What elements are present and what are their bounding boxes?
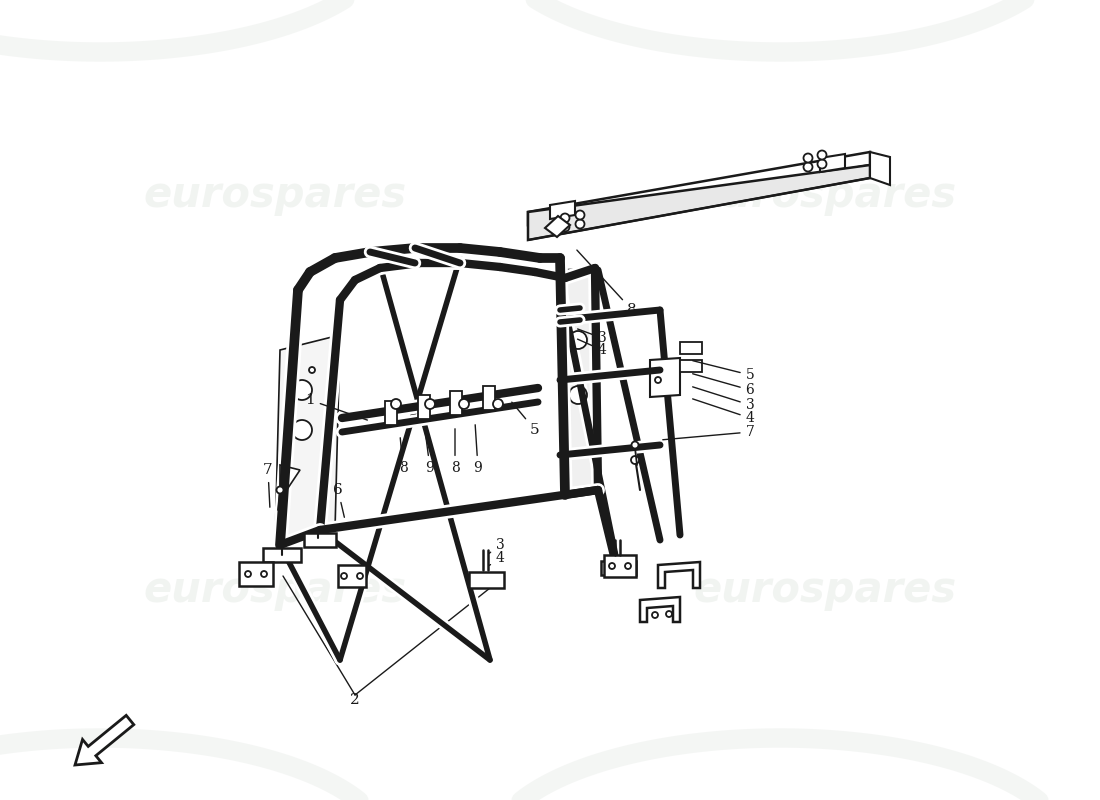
Text: 7: 7 [263,463,273,507]
Text: eurospares: eurospares [693,174,957,216]
Circle shape [803,162,813,171]
Circle shape [493,399,503,409]
Text: 4: 4 [693,399,755,425]
Text: eurospares: eurospares [143,569,407,611]
Circle shape [625,563,631,569]
Text: 1: 1 [305,393,367,420]
Text: 8: 8 [451,429,460,475]
Circle shape [817,159,826,169]
Circle shape [245,571,251,577]
Circle shape [654,377,661,383]
Polygon shape [680,342,702,354]
Text: 3: 3 [578,329,606,345]
Circle shape [341,573,346,579]
Text: 8: 8 [398,438,407,475]
Circle shape [459,399,469,409]
Circle shape [261,571,267,577]
Text: 7: 7 [663,425,755,440]
Circle shape [666,611,672,617]
Polygon shape [304,533,336,547]
Polygon shape [680,360,702,372]
Text: 4: 4 [578,339,606,357]
Text: eurospares: eurospares [693,569,957,611]
Polygon shape [385,401,397,425]
Polygon shape [528,165,870,240]
Text: 3: 3 [693,387,755,412]
Text: 4: 4 [490,551,505,566]
Polygon shape [483,386,495,410]
Text: 9: 9 [474,425,483,475]
Circle shape [631,442,638,449]
Circle shape [631,456,639,464]
Polygon shape [450,390,462,414]
Polygon shape [239,562,273,586]
Polygon shape [820,154,845,172]
Circle shape [803,154,813,162]
Polygon shape [544,216,570,237]
Polygon shape [550,201,575,219]
Polygon shape [640,597,680,622]
Circle shape [292,380,312,400]
Circle shape [569,331,587,349]
Circle shape [575,219,584,229]
Circle shape [309,367,315,373]
Polygon shape [263,548,301,562]
Circle shape [575,210,584,219]
Circle shape [561,214,570,222]
Polygon shape [469,572,504,588]
Polygon shape [601,561,636,575]
Polygon shape [650,358,680,397]
Text: 2: 2 [350,693,360,707]
Text: 8: 8 [576,250,637,317]
Circle shape [817,150,826,159]
Text: 3: 3 [490,538,505,554]
Circle shape [390,399,402,409]
Text: 6: 6 [693,374,755,397]
Polygon shape [418,395,430,419]
Circle shape [425,399,435,409]
Circle shape [609,563,615,569]
Polygon shape [658,562,700,588]
Polygon shape [280,465,300,500]
Circle shape [276,486,284,494]
Polygon shape [528,152,870,225]
FancyArrow shape [75,715,134,765]
Polygon shape [560,268,600,495]
Circle shape [652,612,658,618]
Text: 6: 6 [333,483,344,518]
Circle shape [561,222,570,231]
Circle shape [358,573,363,579]
Polygon shape [338,565,366,587]
Text: eurospares: eurospares [143,174,407,216]
Circle shape [569,386,587,404]
Polygon shape [275,335,340,545]
Polygon shape [870,152,890,185]
Text: 5: 5 [693,361,755,382]
Polygon shape [604,555,636,577]
Text: 5: 5 [512,402,540,437]
Text: 9: 9 [426,433,434,475]
Circle shape [292,420,312,440]
